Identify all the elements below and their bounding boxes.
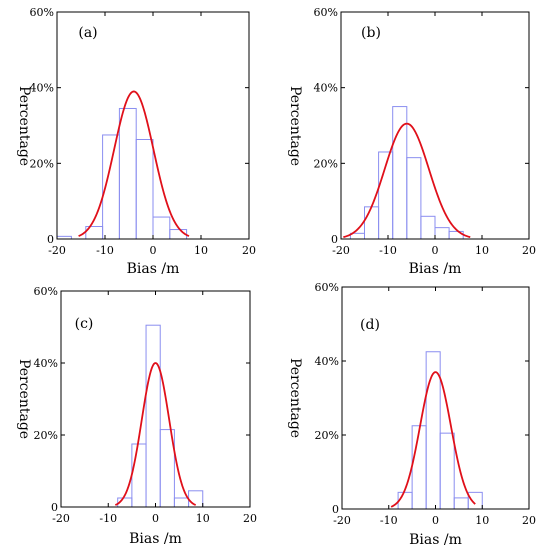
y-tick-label: 20%: [34, 429, 58, 442]
normal-fit-curve: [390, 371, 476, 508]
x-tick-label: 10: [196, 512, 210, 525]
x-tick-label: -20: [333, 514, 351, 527]
y-axis-title: Percentage: [16, 86, 32, 166]
x-tick-label: -10: [99, 512, 117, 525]
x-tick-label: 20: [243, 512, 257, 525]
x-tick-label: -10: [379, 244, 397, 257]
normal-fit-curve: [343, 122, 471, 239]
x-tick-label: 10: [475, 244, 489, 257]
y-tick-label: 40%: [30, 82, 54, 95]
x-axis-title: Bias /m: [127, 261, 180, 277]
histogram-bar: [131, 443, 147, 508]
x-tick-label: 0: [432, 244, 439, 257]
y-axis-title: Percentage: [287, 358, 303, 438]
chart-panel-c: -20 -10 0 10 20 0 20% 40% 60% Bias /m Percentage (c…: [16, 285, 257, 547]
y-tick-label: 0: [47, 233, 54, 246]
x-tick-label: -10: [380, 514, 398, 527]
normal-fit-curve: [78, 90, 190, 237]
chart-panel-b: -20 -10 0 10 20 0 20% 40% 60% Bias /m Percentage (b…: [287, 6, 536, 277]
x-axis-title: Bias /m: [409, 261, 462, 277]
y-tick-label: 0: [51, 501, 58, 514]
y-tick-label: 20%: [314, 157, 338, 170]
histogram-bar: [434, 227, 450, 240]
histogram-bar: [397, 491, 413, 510]
y-tick-label: 0: [331, 233, 338, 246]
histogram-bar: [406, 157, 422, 240]
y-tick-label: 20%: [315, 429, 339, 442]
y-tick-label: 0: [332, 503, 339, 516]
histogram-bar: [145, 324, 161, 508]
x-tick-label: 20: [522, 514, 536, 527]
histogram-bar: [420, 215, 436, 240]
panel-label: (b): [361, 25, 381, 41]
histogram-bar: [453, 497, 469, 510]
plot-frame: [340, 11, 530, 240]
y-axis-title: Percentage: [287, 86, 303, 166]
histogram-bar: [118, 107, 137, 240]
y-tick-label: 40%: [315, 355, 339, 368]
panel-label: (d): [360, 317, 380, 333]
normal-fit-curve: [114, 362, 197, 506]
chart-panel-a: -20 -10 0 10 20 0 20% 40% 60% Bias /m Percentage (a…: [16, 6, 256, 277]
x-tick-label: 0: [432, 514, 439, 527]
x-tick-label: -20: [52, 512, 70, 525]
panel-label: (a): [78, 25, 97, 41]
y-tick-label: 40%: [34, 357, 58, 370]
histogram-bar: [135, 138, 154, 240]
x-tick-label: -10: [96, 244, 114, 257]
histogram-bar: [439, 432, 455, 510]
y-axis-title: Percentage: [16, 359, 32, 439]
x-tick-label: 10: [475, 514, 489, 527]
x-tick-label: 20: [242, 244, 256, 257]
chart-panel-d: -20 -10 0 10 20 0 20% 40% 60% Bias /m Percentage (d…: [287, 281, 536, 548]
y-tick-label: 60%: [34, 285, 58, 298]
histogram-bar: [467, 491, 483, 510]
x-axis-title: Bias /m: [409, 532, 462, 548]
histogram-bar: [152, 216, 171, 240]
x-tick-label: -20: [332, 244, 350, 257]
x-tick-label: -20: [48, 244, 66, 257]
y-tick-label: 40%: [314, 82, 338, 95]
x-tick-label: 0: [150, 244, 157, 257]
x-tick-label: 10: [194, 244, 208, 257]
histogram-bar: [411, 425, 427, 510]
y-tick-label: 60%: [314, 6, 338, 19]
histogram-bar: [392, 106, 408, 240]
panel-label: (c): [75, 316, 94, 332]
x-axis-title: Bias /m: [129, 531, 182, 547]
y-tick-label: 20%: [30, 157, 54, 170]
histogram-bar: [364, 206, 380, 240]
x-tick-label: 20: [522, 244, 536, 257]
y-tick-label: 60%: [30, 6, 54, 19]
x-tick-label: 0: [152, 512, 159, 525]
y-tick-label: 60%: [315, 281, 339, 294]
histogram-bar: [173, 497, 190, 508]
